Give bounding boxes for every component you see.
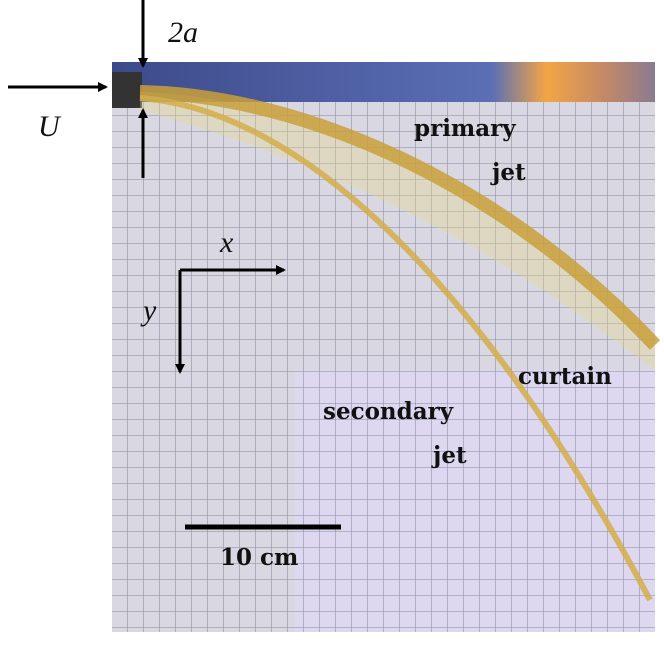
nozzle-width-label: 2a [168, 16, 198, 49]
secondary-jet-label: secondary [323, 398, 454, 425]
secondary-jet-stream [139, 95, 653, 602]
grid-board [112, 100, 655, 632]
secondary-jet-label: jet [431, 442, 467, 469]
primary-jet-stream [139, 85, 661, 350]
primary-jet-label: jet [490, 159, 526, 186]
scale-label: 10 cm [220, 544, 298, 571]
curtain-sheet [140, 92, 655, 370]
photo [112, 62, 661, 632]
y-label: y [140, 294, 157, 327]
x-label: x [219, 226, 234, 259]
nozzle [112, 72, 142, 108]
primary-jet-label: primary [414, 115, 516, 142]
velocity-label: U [38, 110, 62, 143]
curtain-label: curtain [518, 363, 612, 390]
